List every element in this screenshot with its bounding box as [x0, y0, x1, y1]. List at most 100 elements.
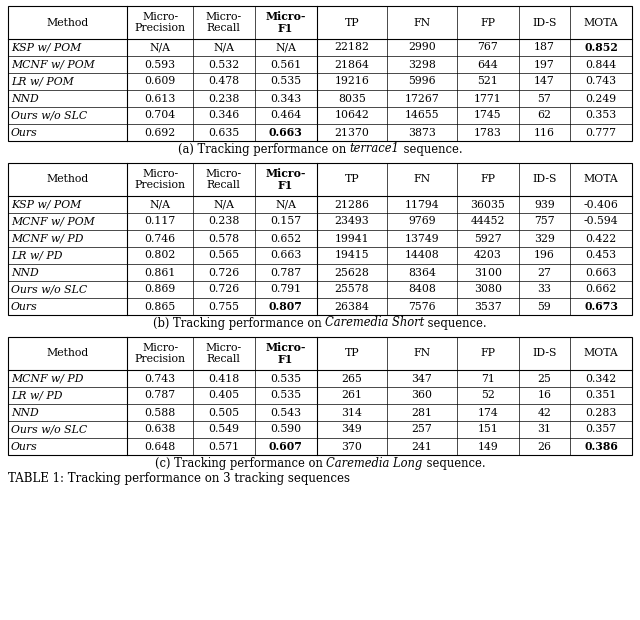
Text: ID-S: ID-S	[532, 348, 557, 358]
Text: Micro-
Precision: Micro- Precision	[134, 343, 186, 365]
Text: 0.238: 0.238	[208, 94, 239, 104]
Text: 0.565: 0.565	[208, 250, 239, 260]
Text: N/A: N/A	[213, 43, 234, 53]
Text: Micro-
F1: Micro- F1	[266, 342, 306, 365]
Text: Micro-
Precision: Micro- Precision	[134, 169, 186, 190]
Text: 25628: 25628	[334, 267, 369, 278]
Text: Method: Method	[47, 348, 89, 358]
Text: 0.346: 0.346	[208, 110, 239, 120]
Text: 23493: 23493	[334, 216, 369, 226]
Text: 57: 57	[538, 94, 551, 104]
Text: MOTA: MOTA	[584, 348, 618, 358]
Text: 52: 52	[481, 391, 495, 401]
Text: N/A: N/A	[150, 43, 170, 53]
Text: 42: 42	[538, 407, 552, 417]
Text: MCNF w/ POM: MCNF w/ POM	[11, 60, 95, 69]
Text: 0.607: 0.607	[269, 441, 303, 452]
Text: 0.283: 0.283	[586, 407, 617, 417]
Text: 10642: 10642	[334, 110, 369, 120]
Bar	[8, 6, 632, 141]
Text: TP: TP	[344, 17, 359, 27]
Text: 36035: 36035	[470, 200, 506, 210]
Text: 0.743: 0.743	[145, 373, 175, 384]
Text: 0.535: 0.535	[270, 373, 301, 384]
Text: LR w/ PD: LR w/ PD	[11, 391, 63, 401]
Text: 3873: 3873	[408, 128, 436, 138]
Text: 0.535: 0.535	[270, 76, 301, 87]
Text: Micro-
Recall: Micro- Recall	[205, 169, 242, 190]
Bar	[8, 337, 632, 455]
Text: 26: 26	[538, 441, 552, 451]
Text: 0.588: 0.588	[145, 407, 175, 417]
Text: 59: 59	[538, 301, 551, 311]
Text: 17267: 17267	[404, 94, 439, 104]
Text: ID-S: ID-S	[532, 174, 557, 185]
Text: 0.755: 0.755	[208, 301, 239, 311]
Text: 19216: 19216	[334, 76, 369, 87]
Text: 644: 644	[477, 60, 499, 69]
Text: 13749: 13749	[404, 234, 439, 244]
Text: MOTA: MOTA	[584, 17, 618, 27]
Text: sequence.: sequence.	[422, 456, 485, 469]
Text: 0.787: 0.787	[270, 267, 301, 278]
Text: 0.635: 0.635	[208, 128, 239, 138]
Text: Micro-
Recall: Micro- Recall	[205, 343, 242, 365]
Text: Caremedia Long: Caremedia Long	[326, 456, 422, 469]
Text: 0.663: 0.663	[586, 267, 617, 278]
Text: 370: 370	[341, 441, 362, 451]
Text: 0.343: 0.343	[270, 94, 301, 104]
Text: KSP w/ POM: KSP w/ POM	[11, 43, 81, 53]
Text: 14408: 14408	[404, 250, 439, 260]
Text: 329: 329	[534, 234, 555, 244]
Text: 19415: 19415	[334, 250, 369, 260]
Text: 0.357: 0.357	[586, 425, 616, 435]
Text: 197: 197	[534, 60, 555, 69]
Text: LR w/ POM: LR w/ POM	[11, 76, 74, 87]
Text: 360: 360	[412, 391, 433, 401]
Text: 0.453: 0.453	[586, 250, 616, 260]
Text: 3080: 3080	[474, 285, 502, 294]
Text: 25578: 25578	[334, 285, 369, 294]
Text: 3298: 3298	[408, 60, 436, 69]
Text: 33: 33	[538, 285, 552, 294]
Text: 0.249: 0.249	[586, 94, 616, 104]
Text: 0.609: 0.609	[145, 76, 175, 87]
Text: Method: Method	[47, 174, 89, 185]
Text: 0.532: 0.532	[208, 60, 239, 69]
Text: 116: 116	[534, 128, 555, 138]
Text: 0.157: 0.157	[270, 216, 301, 226]
Text: 62: 62	[538, 110, 552, 120]
Text: Micro-
F1: Micro- F1	[266, 167, 306, 192]
Text: sequence.: sequence.	[424, 316, 487, 329]
Text: 21370: 21370	[334, 128, 369, 138]
Text: N/A: N/A	[150, 200, 170, 210]
Text: 0.593: 0.593	[145, 60, 175, 69]
Text: 0.505: 0.505	[208, 407, 239, 417]
Text: 7576: 7576	[408, 301, 436, 311]
Text: 187: 187	[534, 43, 555, 53]
Text: 0.802: 0.802	[145, 250, 176, 260]
Text: MCNF w/ POM: MCNF w/ POM	[11, 216, 95, 226]
Text: FN: FN	[413, 348, 431, 358]
Text: 25: 25	[538, 373, 552, 384]
Text: FP: FP	[481, 348, 495, 358]
Text: 0.117: 0.117	[145, 216, 175, 226]
Text: Micro-
F1: Micro- F1	[266, 11, 306, 34]
Text: (a) Tracking performance on: (a) Tracking performance on	[178, 143, 349, 156]
Text: NND: NND	[11, 94, 39, 104]
Text: 0.561: 0.561	[270, 60, 301, 69]
Text: Method: Method	[47, 17, 89, 27]
Text: 0.807: 0.807	[269, 301, 303, 312]
Text: 1771: 1771	[474, 94, 502, 104]
Text: TABLE 1: Tracking performance on 3 tracking sequences: TABLE 1: Tracking performance on 3 track…	[8, 472, 350, 485]
Text: sequence.: sequence.	[399, 143, 462, 156]
Text: FN: FN	[413, 174, 431, 185]
Text: 21864: 21864	[334, 60, 369, 69]
Text: 0.704: 0.704	[145, 110, 175, 120]
Text: 174: 174	[477, 407, 499, 417]
Text: N/A: N/A	[275, 200, 296, 210]
Text: 2990: 2990	[408, 43, 436, 53]
Text: LR w/ PD: LR w/ PD	[11, 250, 63, 260]
Text: 0.549: 0.549	[208, 425, 239, 435]
Text: TP: TP	[344, 174, 359, 185]
